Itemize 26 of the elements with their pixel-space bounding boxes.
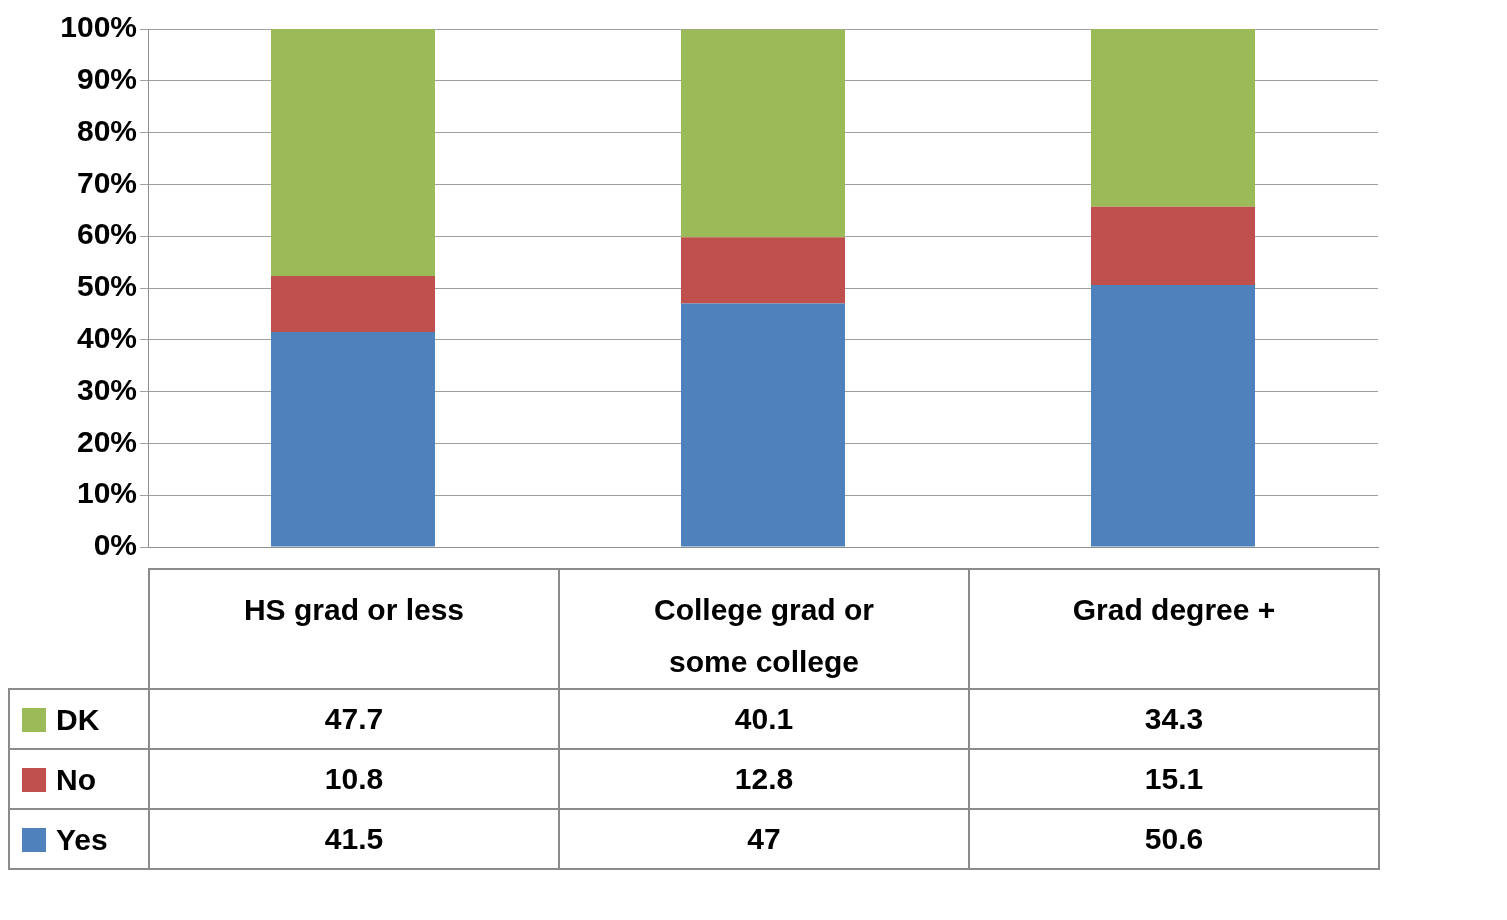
y-tick-label: 80% <box>76 113 137 147</box>
legend-label: DK <box>56 703 100 737</box>
x-tick-label: College grad or some college <box>559 569 969 689</box>
y-tick-label: 50% <box>76 269 137 303</box>
y-tick-label: 0% <box>93 528 137 562</box>
y-tick-label: 90% <box>76 62 137 96</box>
data-label: 34.3 <box>969 689 1379 749</box>
data-label: 50.6 <box>969 809 1379 869</box>
y-tick-label: 30% <box>76 372 137 406</box>
y-tick-label: 40% <box>76 321 137 355</box>
data-label: 41.5 <box>149 809 559 869</box>
y-tick-label: 100% <box>60 10 137 44</box>
y-tick-label: 60% <box>76 217 137 251</box>
data-label: 10.8 <box>149 749 559 809</box>
x-tick-label: Grad degree + <box>969 569 1379 689</box>
y-tick-label: 20% <box>76 424 137 458</box>
x-tick-label: HS grad or less <box>149 569 559 689</box>
y-tick-label: 70% <box>76 165 137 199</box>
data-label: 12.8 <box>559 749 969 809</box>
data-label: 47 <box>559 809 969 869</box>
data-label: 15.1 <box>969 749 1379 809</box>
y-tick-label: 10% <box>76 476 137 510</box>
legend-label: No <box>56 763 96 797</box>
data-label: 47.7 <box>149 689 559 749</box>
data-label: 40.1 <box>559 689 969 749</box>
legend-label: Yes <box>56 823 108 857</box>
